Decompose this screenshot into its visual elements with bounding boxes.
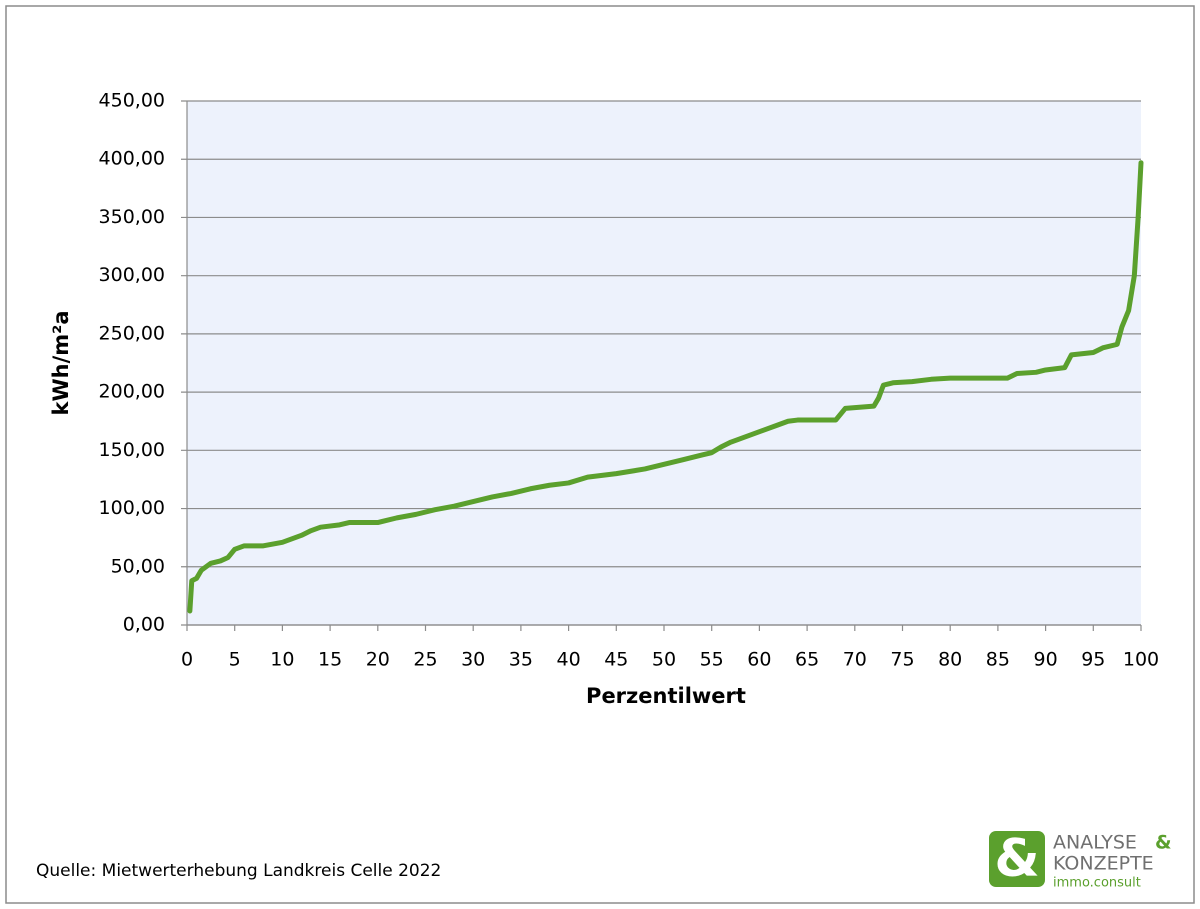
y-tick-label: 50,00 <box>111 555 165 577</box>
x-tick-label: 75 <box>890 649 914 671</box>
x-tick-label: 25 <box>413 649 437 671</box>
x-tick-label: 45 <box>604 649 628 671</box>
logo-icon-text: & <box>994 829 1039 889</box>
logo-text: ANALYSE <box>1053 832 1137 854</box>
x-tick-label: 60 <box>747 649 771 671</box>
y-tick-label: 350,00 <box>99 206 165 228</box>
x-tick-label: 0 <box>181 649 193 671</box>
y-tick-label: 0,00 <box>123 614 165 636</box>
x-tick-label: 95 <box>1081 649 1105 671</box>
x-tick-label: 10 <box>270 649 294 671</box>
x-tick-label: 70 <box>843 649 867 671</box>
source: Quelle: Mietwerterhebung Landkreis Celle… <box>36 861 441 881</box>
plot-area <box>187 101 1141 625</box>
y-tick-label: 200,00 <box>99 381 165 403</box>
logo-subtext: immo.consult <box>1053 876 1141 891</box>
x-tick-label: 20 <box>366 649 390 671</box>
x-axis-label: Perzentilwert <box>586 684 746 708</box>
x-tick-label: 40 <box>557 649 581 671</box>
y-tick-label: 100,00 <box>99 497 165 519</box>
x-tick-label: 85 <box>986 649 1010 671</box>
y-axis-label: kWh/m²a <box>49 311 73 416</box>
logo-amp: & <box>1155 832 1172 854</box>
x-tick-label: 5 <box>229 649 241 671</box>
y-tick-label: 250,00 <box>99 322 165 344</box>
y-tick-label: 300,00 <box>99 264 165 286</box>
x-tick-label: 35 <box>509 649 533 671</box>
y-tick-label: 400,00 <box>99 148 165 170</box>
x-tick-label: 65 <box>795 649 819 671</box>
x-tick-label: 80 <box>938 649 962 671</box>
logo-icon <box>989 831 1045 887</box>
logo-text: KONZEPTE <box>1053 853 1154 875</box>
x-tick-label: 100 <box>1123 649 1159 671</box>
x-tick-label: 15 <box>318 649 342 671</box>
data-line <box>187 160 1144 614</box>
y-tick-label: 150,00 <box>99 439 165 461</box>
x-tick-label: 50 <box>652 649 676 671</box>
x-tick-label: 30 <box>461 649 485 671</box>
y-tick-label: 450,00 <box>99 90 165 112</box>
x-tick-label: 55 <box>700 649 724 671</box>
x-tick-label: 90 <box>1034 649 1058 671</box>
